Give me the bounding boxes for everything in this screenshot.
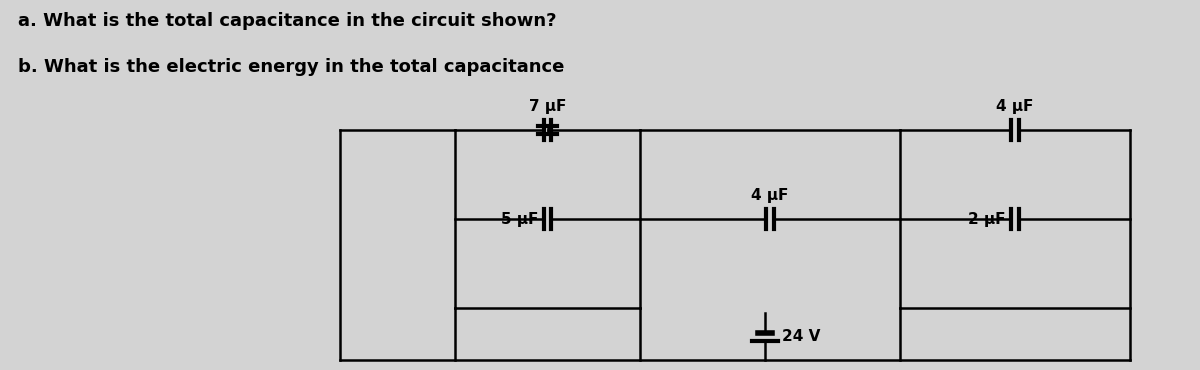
Text: 4 μF: 4 μF: [751, 188, 788, 203]
Text: 24 V: 24 V: [782, 329, 821, 344]
Text: 4 μF: 4 μF: [996, 99, 1033, 114]
Text: 2 μF: 2 μF: [968, 212, 1006, 226]
Text: 7 μF: 7 μF: [529, 99, 566, 114]
Text: 5 μF: 5 μF: [500, 212, 538, 226]
Text: b. What is the electric energy in the total capacitance: b. What is the electric energy in the to…: [18, 58, 564, 76]
Text: a. What is the total capacitance in the circuit shown?: a. What is the total capacitance in the …: [18, 12, 557, 30]
